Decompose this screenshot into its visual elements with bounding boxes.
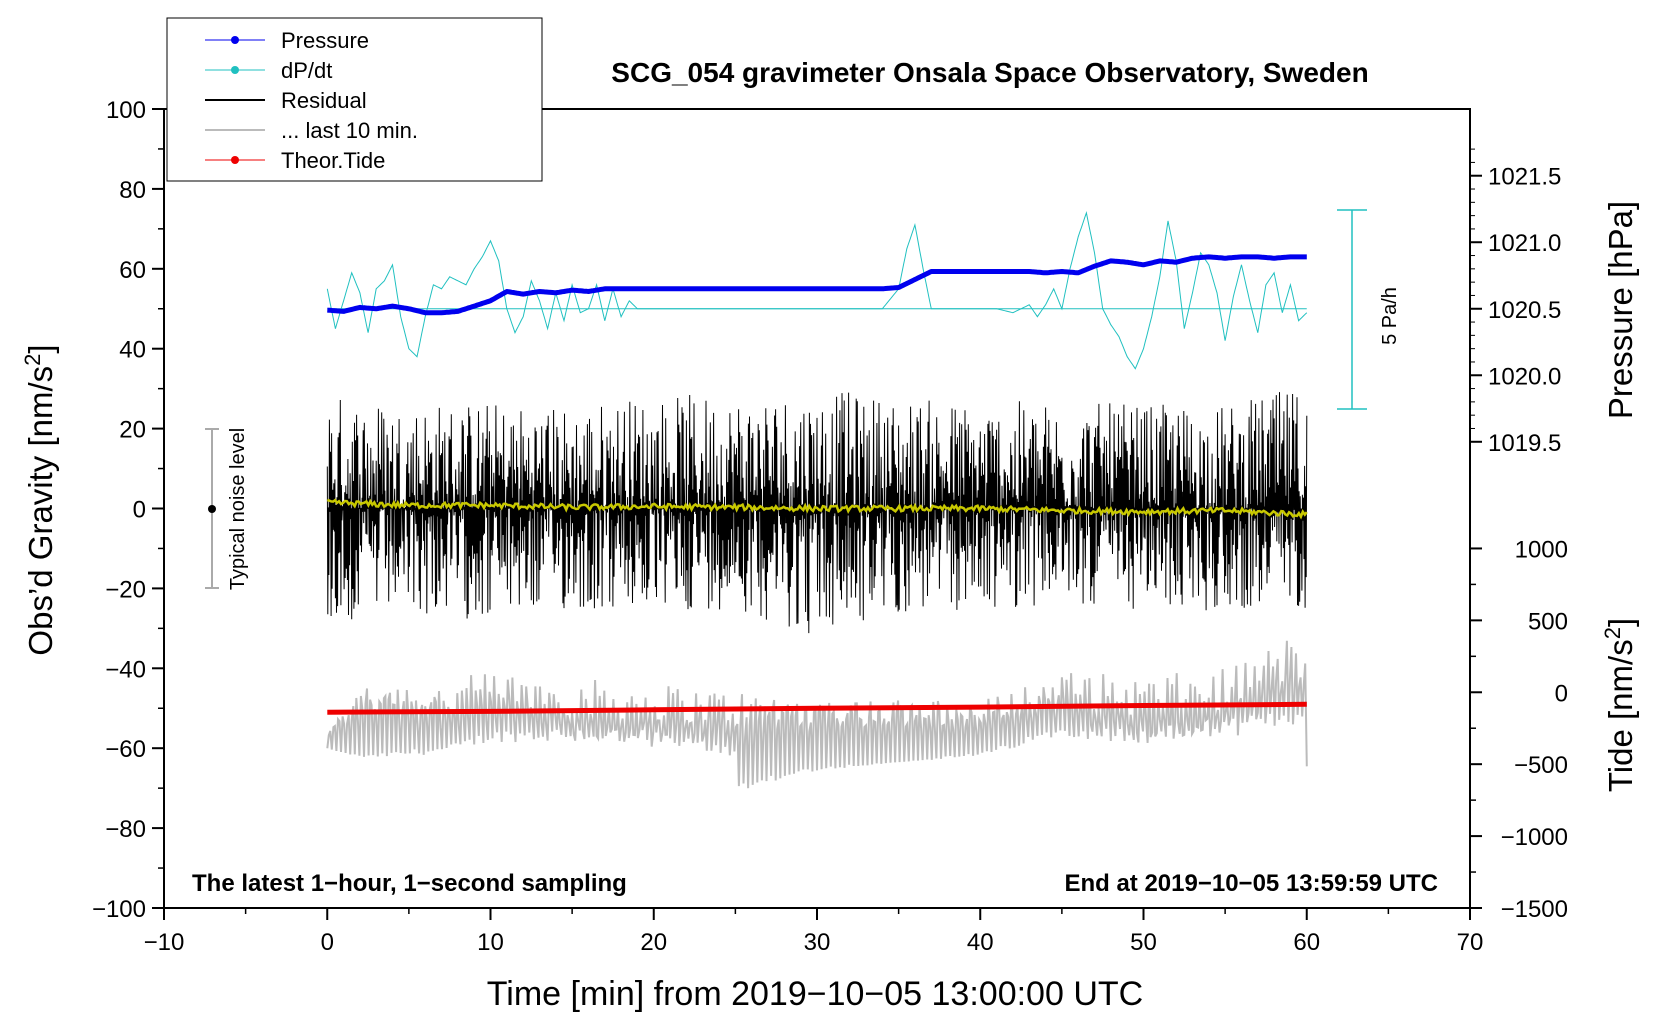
pressure-tick-label: 1021.0 bbox=[1488, 230, 1561, 257]
y-axis-label-left: Obs’d Gravity [nm/s2] bbox=[20, 344, 59, 655]
y-tick-label: 100 bbox=[106, 97, 146, 124]
legend-marker-pressure bbox=[231, 36, 239, 44]
y-tick-label: −80 bbox=[105, 816, 146, 843]
tide-tick-label: 0 bbox=[1555, 680, 1568, 707]
x-axis-label: Time [min] from 2019−10−05 13:00:00 UTC bbox=[487, 975, 1143, 1013]
tide-tick-label: −1000 bbox=[1501, 824, 1568, 851]
legend-marker-dpdt bbox=[231, 66, 239, 74]
y-axis-label-tide: Tide [nm/s2] bbox=[1600, 618, 1639, 792]
x-tick-label: 10 bbox=[477, 929, 504, 956]
chart-title: SCG_054 gravimeter Onsala Space Observat… bbox=[611, 57, 1368, 88]
noise-level-dot bbox=[208, 505, 216, 513]
x-tick-label: 0 bbox=[321, 929, 334, 956]
x-tick-label: 20 bbox=[640, 929, 667, 956]
pressure-tick-label: 1019.5 bbox=[1488, 430, 1561, 457]
y-tick-label: 40 bbox=[119, 337, 146, 364]
legend-marker-tide bbox=[231, 156, 239, 164]
footer-left-note: The latest 1−hour, 1−second sampling bbox=[192, 870, 627, 897]
y-tick-label: 20 bbox=[119, 417, 146, 444]
y-tick-label: −60 bbox=[105, 736, 146, 763]
tide-tick-label: −500 bbox=[1514, 752, 1568, 779]
pressure-series bbox=[326, 254, 1308, 316]
residual-smoothed-series bbox=[326, 498, 1308, 520]
legend-label-dpdt: dP/dt bbox=[281, 58, 332, 83]
tide-series bbox=[327, 701, 1307, 715]
series-layer bbox=[326, 211, 1308, 789]
x-tick-label: 30 bbox=[804, 929, 831, 956]
pressure-tick-label: 1020.0 bbox=[1488, 363, 1561, 390]
legend-label-tide: Theor.Tide bbox=[281, 148, 385, 173]
axes-layer: −10 0 10 20 30 40 50 60 70100806040200−20−40−60−… bbox=[92, 97, 1568, 956]
x-tick-label: 60 bbox=[1293, 929, 1320, 956]
y-tick-label: −40 bbox=[105, 656, 146, 683]
y-tick-label: 80 bbox=[119, 177, 146, 204]
legend-label-residual: Residual bbox=[281, 88, 367, 113]
x-tick-label: 70 bbox=[1457, 929, 1484, 956]
tide-tick-label: 500 bbox=[1528, 608, 1568, 635]
noise-level-label: Typical noise level bbox=[227, 428, 249, 590]
x-tick-label: 40 bbox=[967, 929, 994, 956]
dpdt-series bbox=[326, 211, 1308, 370]
y-tick-label: −20 bbox=[105, 576, 146, 603]
legend-label-last10: ... last 10 min. bbox=[281, 118, 418, 143]
pressure-tick-label: 1020.5 bbox=[1488, 297, 1561, 324]
dpdt-scale-bar bbox=[1337, 209, 1367, 410]
y-tick-label: 0 bbox=[133, 497, 146, 524]
footer-right-note: End at 2019−10−05 13:59:59 UTC bbox=[1064, 870, 1438, 897]
scale-bar-label: 5 Pa/h bbox=[1379, 287, 1401, 345]
x-tick-label: 50 bbox=[1130, 929, 1157, 956]
last-10-min-series bbox=[326, 640, 1308, 789]
y-tick-label: 60 bbox=[119, 257, 146, 284]
tide-tick-label: −1500 bbox=[1501, 896, 1568, 923]
y-tick-label: −100 bbox=[92, 896, 146, 923]
legend-label-pressure: Pressure bbox=[281, 28, 369, 53]
y-axis-label-pressure: Pressure [hPa] bbox=[1602, 201, 1639, 419]
pressure-tick-label: 1021.5 bbox=[1488, 164, 1561, 191]
legend: Pressure dP/dt Residual ... last 10 min.… bbox=[166, 17, 543, 182]
tide-tick-label: 1000 bbox=[1515, 536, 1568, 563]
x-tick-label: −10 bbox=[144, 929, 185, 956]
